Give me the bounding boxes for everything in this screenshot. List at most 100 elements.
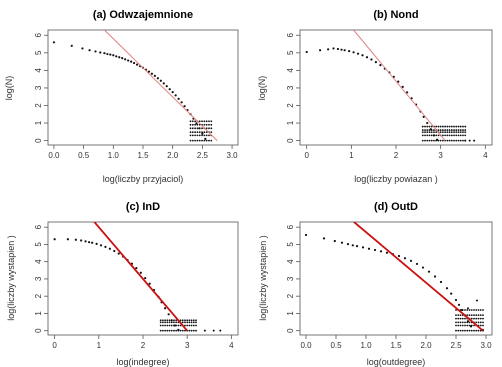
panel-b-data-point [340,48,343,51]
panel-d-tail-point [459,324,462,327]
panel-b-data-point [379,64,382,67]
panel-b-tail-point [430,139,433,142]
panel-d-tail-point [477,329,480,332]
panel-d-y-tick-label: 6 [286,224,295,229]
panel-c-y-axis-label: log(liczby wystapien ) [6,235,16,321]
panel-b-marks [305,30,476,142]
panel-d-x-tick-label: 2.5 [450,341,462,350]
panel-c-tail-point [173,321,175,324]
panel-d-tail-point [473,329,475,332]
panel-b-y-tick-label: 3 [286,85,295,90]
panel-c-data-point [135,266,138,270]
panel-b-tail-point [428,125,431,128]
panel-d-tail-point [470,324,473,327]
panel-b-tail-point [455,131,458,134]
panel-d-data-point [409,259,413,262]
panel-b-frame [299,29,493,146]
panel-d-x-tick-label: 3.0 [480,341,492,350]
panel-c-fit-line [93,222,188,332]
panel-b-tail-point [428,129,431,131]
panel-a-tail-point [205,120,208,123]
panel-a-data-point [109,53,112,56]
panel-b-y-tick-label: 5 [286,50,295,55]
panel-c-data-point [53,238,56,241]
panel-c-data-point [104,245,107,248]
panel-c-tail-point [177,329,180,332]
panel-c-tail-point [168,321,171,324]
panel-a-tail-point [210,131,213,134]
panel-b-tail-point [433,129,435,131]
panel-b-title: (b) Nond [373,9,418,21]
panel-c-y-tick-label: 3 [34,276,43,281]
panel-a-y-axis-label: log(N) [4,76,14,101]
panel-a-tail-point [210,139,213,142]
panel-d-tail-point [466,309,469,311]
panel-b-outlier-point [464,139,467,142]
panel-d-tail-point [475,314,478,317]
panel-c-outlier-point [212,329,215,332]
panel-c-tail-point [170,324,173,327]
panel-c-tail-point [195,329,197,332]
panel-a-tail-point [194,131,197,134]
panel-d-data-point [454,298,458,302]
panel-a-tail-point [198,120,201,123]
panel-a-tail-point [196,127,199,130]
panel-b-tail-point [459,134,462,137]
panel-b-tail-point [439,129,442,131]
panel-a-tail-point [205,127,208,130]
panel-a-data-point [132,61,136,65]
panel-c-data-point [95,242,98,246]
panel-d-x-tick-label: 1.5 [390,341,402,350]
panel-a-data-point [106,52,109,56]
panel-b-tail-point [453,129,455,131]
panel-b-tail-point [448,129,451,131]
panel-c-y-tick-label: 0 [34,328,43,333]
panel-d-data-point [322,237,326,240]
panel-c-tail-point [175,319,178,322]
panel-d-tail-point [457,321,460,324]
panel-d-x-tick-label: 1.0 [360,341,372,350]
panel-d-tail-point [455,314,457,317]
panel-c-tail-point [177,324,180,327]
panel-d-data-point [421,266,425,269]
panel-b-tail-point [453,134,455,137]
panel-d-data-point [333,239,336,243]
panel-c-tail-point [173,324,175,327]
panel-d-tail-point [482,317,484,320]
panel-b-x-tick-label: 2 [394,151,399,160]
panel-c-tail-point [175,324,178,327]
panel-c-y-tick-label: 5 [34,242,43,247]
panel-c-tail-point [195,319,197,322]
panel-d-data-point [385,251,389,254]
panel-c-plot-area: 0 1 2 3 4 0 1 2 3 4 5 6 [34,222,234,350]
panel-a: (a) Odwzajemnione 0.0 0.5 1.0 1.5 2.0 2.5 3.00… [4,9,239,184]
panel-d-tail-point [461,317,464,320]
panel-c-tail-point [181,321,184,324]
panel-a-data-point [115,55,118,58]
panel-a-data-point [121,56,124,60]
panel-c-tail-point [181,329,184,332]
panel-c-data-point [148,282,151,285]
panel-b-tail-point [430,129,433,131]
panel-b-tail-point [430,134,433,137]
panel-a-tail-point [203,120,206,123]
panel-a-tail-point [191,131,194,134]
panel-d-tail-point [461,321,464,324]
panel-a-y-tick-label: 1 [34,120,43,125]
panel-d-tail-point [455,329,457,332]
panel-b-tail-point [439,131,442,134]
panel-a-data-point [135,63,139,66]
panel-a-data-point [112,54,115,57]
panel-a-tail-point [194,123,197,126]
panel-c-tail-point [184,321,186,324]
panel-b-x-tick-label: 1 [349,151,354,160]
panel-d-tail-point [464,324,466,327]
panel-c-tail-point [170,321,173,324]
panel-c-tail-point [161,324,164,327]
panel-b-tail-point [441,134,444,137]
panel-b-tail-point [426,134,429,137]
panel-d-tail-point [468,309,471,311]
panel-b-data-point [397,80,400,83]
panel-d-data-point [415,262,419,266]
panel-c-y-tick-label: 6 [34,224,43,229]
